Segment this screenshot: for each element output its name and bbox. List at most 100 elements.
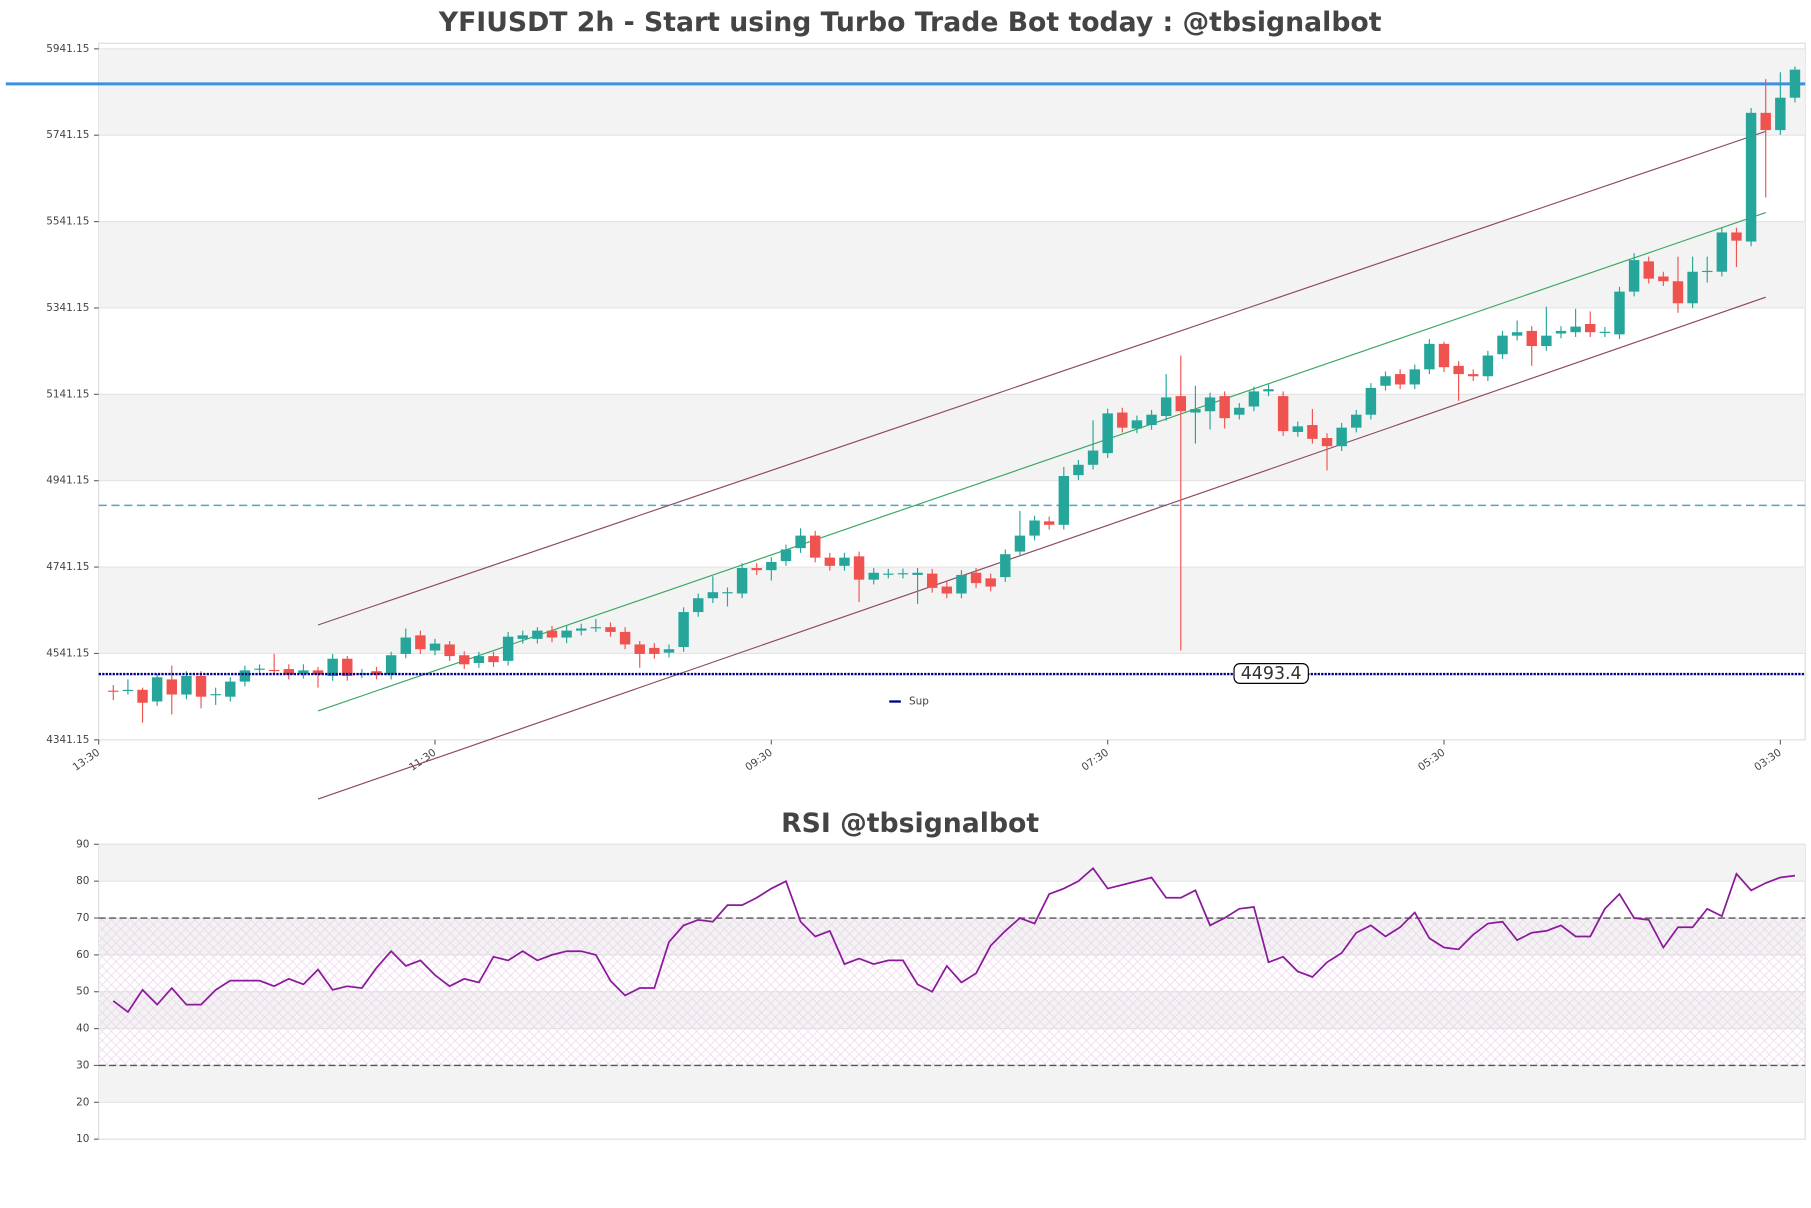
candle-body <box>342 658 353 676</box>
candle-body <box>137 689 148 703</box>
price-panel: 4341.15 4541.15 4741.15 4941.15 5141.15 5341.… <box>5 7 1806 800</box>
candle-body <box>385 655 397 675</box>
y-tick-label: 90 <box>76 838 89 850</box>
candle-body <box>1526 330 1537 347</box>
candle-body <box>1614 291 1625 335</box>
rsi-zone <box>98 918 1806 1066</box>
candle-body <box>488 656 499 663</box>
candle-body <box>1658 276 1669 282</box>
candle-body <box>1453 365 1464 375</box>
candle-body <box>663 649 675 653</box>
candle-body <box>1131 420 1143 429</box>
candle-body <box>693 598 704 613</box>
candle-body <box>166 679 178 695</box>
candle-body <box>926 573 938 588</box>
candle-body <box>225 681 236 697</box>
trend-line <box>317 296 1766 800</box>
y-tick-label: 4941.15 <box>46 475 89 487</box>
candle-body <box>912 572 923 575</box>
band <box>98 1065 1806 1103</box>
candle-body <box>809 535 821 558</box>
candle-body <box>795 535 806 549</box>
candle-body <box>1292 426 1303 432</box>
candle-body <box>1351 414 1362 428</box>
candle-body <box>1745 112 1757 242</box>
candle-body <box>1234 407 1245 415</box>
candle-body <box>1555 330 1567 334</box>
candle-body <box>678 612 689 648</box>
candle-body <box>1277 396 1289 432</box>
candle-body <box>122 689 134 691</box>
candle-body <box>1380 376 1391 386</box>
y-tick-label: 10 <box>76 1133 89 1145</box>
trend-line <box>317 130 1766 626</box>
candle-body <box>1160 397 1172 416</box>
y-tick-label: 5741.15 <box>46 129 89 141</box>
candle-body <box>1497 335 1508 355</box>
x-tick-label: 09:30 <box>743 747 775 774</box>
candle-body <box>1248 391 1260 407</box>
candle-body <box>1117 412 1128 428</box>
candle-body <box>1336 427 1347 447</box>
candle-body <box>561 630 572 638</box>
candle-body <box>517 635 528 639</box>
candle-body <box>546 630 558 638</box>
candle-body <box>751 568 762 571</box>
candle-body <box>1000 554 1011 578</box>
x-tick-label: 13:30 <box>71 747 103 774</box>
x-tick-label: 03:30 <box>1752 747 1784 774</box>
y-tick-label: 30 <box>76 1059 89 1071</box>
candle-body <box>1321 438 1333 447</box>
x-tick-label: 07:30 <box>1080 747 1112 774</box>
candle-body <box>1585 324 1596 333</box>
candle-body <box>1424 343 1435 370</box>
candle-body <box>1789 69 1801 98</box>
candle-body <box>1716 232 1728 272</box>
candle-body <box>1175 396 1187 412</box>
y-tick-label: 4541.15 <box>46 647 89 659</box>
band <box>98 844 1806 882</box>
candle-body <box>1731 232 1742 241</box>
candle-body <box>210 694 221 696</box>
candle-body <box>1775 97 1786 131</box>
candle-body <box>1365 387 1377 415</box>
candle-body <box>1628 260 1640 292</box>
candle-body <box>1643 261 1654 279</box>
candle-body <box>298 670 309 674</box>
y-tick-label: 20 <box>76 1096 89 1108</box>
candle-body <box>868 572 879 580</box>
candle-body <box>1307 425 1318 439</box>
band <box>98 221 1806 308</box>
y-tick-label: 50 <box>76 986 89 998</box>
candle-body <box>1438 343 1450 368</box>
candle-body <box>502 636 514 661</box>
candle-body <box>1219 396 1230 419</box>
candle-body <box>1263 389 1274 392</box>
candle-body <box>195 675 207 697</box>
candle-body <box>1087 450 1099 465</box>
x-tick-label: 11:30 <box>407 747 439 774</box>
candle-body <box>1073 464 1084 476</box>
candle-body <box>181 675 192 695</box>
candle-body <box>532 630 543 639</box>
chart-title: YFIUSDT 2h - Start using Turbo Trade Bot… <box>438 7 1382 38</box>
candle-body <box>1146 414 1157 426</box>
candle-body <box>985 578 996 587</box>
candle-body <box>1058 476 1070 525</box>
candle-body <box>459 655 470 665</box>
candle-body <box>634 644 645 654</box>
candle-body <box>1029 520 1040 536</box>
candle-body <box>283 669 295 675</box>
candle-body <box>1394 374 1406 385</box>
candle-body <box>722 592 733 594</box>
candle-body <box>956 574 967 594</box>
y-tick-label: 5141.15 <box>46 388 89 400</box>
rsi-panel: 10 20 30 40 50 60 70 80 90 RSI @tbsignalbot <box>76 808 1806 1145</box>
candle-body <box>1541 335 1552 347</box>
candle-body <box>619 631 631 645</box>
candle-body <box>415 635 426 650</box>
candle-body <box>897 573 909 575</box>
candle-body <box>941 586 953 594</box>
band <box>98 567 1806 654</box>
candle-body <box>327 658 338 676</box>
